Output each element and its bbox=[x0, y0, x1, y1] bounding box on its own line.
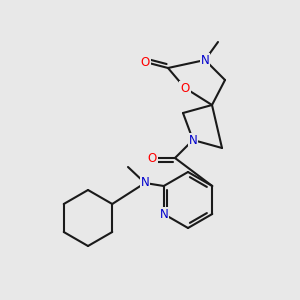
Text: N: N bbox=[141, 176, 149, 190]
Text: O: O bbox=[180, 82, 190, 94]
Text: O: O bbox=[147, 152, 157, 164]
Text: O: O bbox=[140, 56, 150, 68]
Text: N: N bbox=[159, 208, 168, 220]
Text: N: N bbox=[201, 53, 209, 67]
Text: N: N bbox=[189, 134, 197, 146]
